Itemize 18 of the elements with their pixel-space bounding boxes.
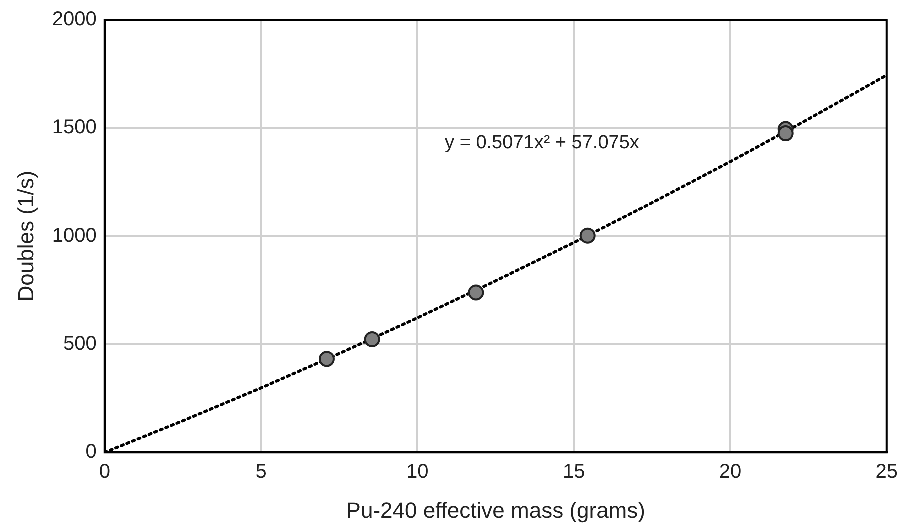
y-tick-label: 2000 <box>52 8 97 31</box>
x-axis-title: Pu-240 effective mass (grams) <box>346 498 646 523</box>
x-tick-label: 25 <box>876 461 898 484</box>
y-tick-label: 500 <box>64 332 97 355</box>
point <box>778 126 794 142</box>
point <box>364 331 380 348</box>
annotation: y = 0.5071x² + 57.075x <box>445 132 640 154</box>
y-tick-label: 1500 <box>52 116 97 139</box>
x-tick-label: 10 <box>406 461 429 484</box>
y-tick-label: 1000 <box>52 224 97 247</box>
x-tick-label: 15 <box>562 461 586 484</box>
point <box>318 351 335 368</box>
point <box>468 284 484 301</box>
y-axis-title: Doubles (1/s) <box>13 170 38 302</box>
point <box>580 228 596 244</box>
x-tick-label: 20 <box>719 461 742 484</box>
y-tick-label: 0 <box>86 441 97 464</box>
x-tick-label: 5 <box>256 461 267 484</box>
